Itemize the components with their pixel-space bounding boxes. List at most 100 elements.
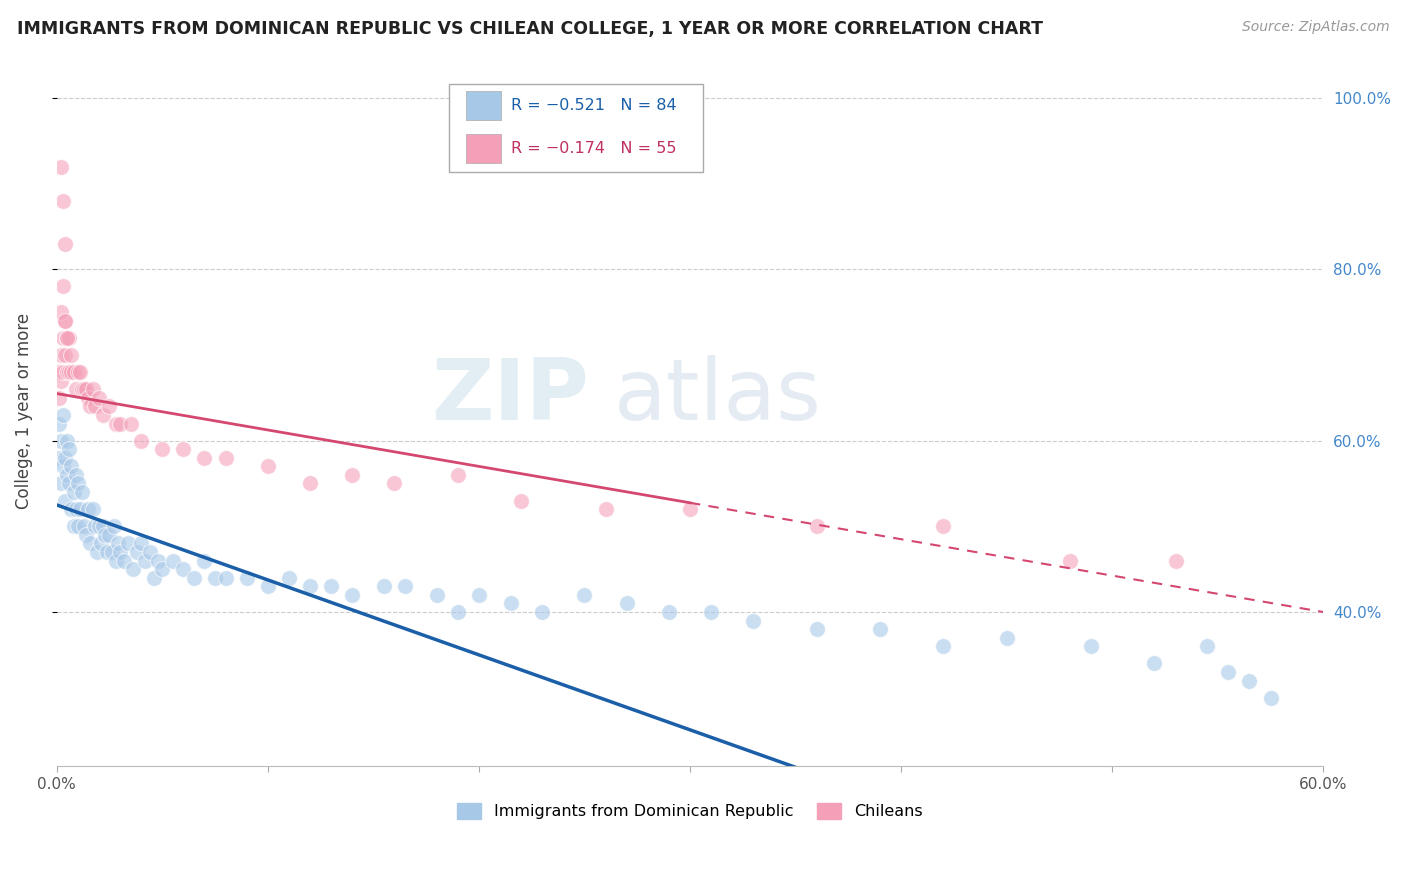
- Point: [256, 579, 278, 593]
- Point: [869, 622, 891, 636]
- Point: [77, 502, 100, 516]
- Point: [138, 545, 160, 559]
- Point: [49, 476, 72, 491]
- Point: [574, 588, 596, 602]
- Point: [75, 382, 97, 396]
- Point: [53, 493, 76, 508]
- Text: Source: ZipAtlas.com: Source: ZipAtlas.com: [1241, 20, 1389, 34]
- Point: [104, 553, 127, 567]
- Point: [96, 545, 118, 559]
- Point: [69, 365, 91, 379]
- Point: [56, 467, 79, 482]
- Point: [340, 588, 363, 602]
- Point: [53, 314, 76, 328]
- Point: [1080, 640, 1102, 654]
- Point: [52, 331, 75, 345]
- Point: [75, 528, 97, 542]
- Point: [384, 476, 406, 491]
- Point: [1197, 640, 1219, 654]
- Bar: [465, 134, 501, 163]
- Point: [52, 365, 75, 379]
- Point: [66, 476, 89, 491]
- Text: R = −0.174   N = 55: R = −0.174 N = 55: [512, 141, 676, 156]
- Point: [129, 536, 152, 550]
- Text: R = −0.521   N = 84: R = −0.521 N = 84: [512, 98, 676, 113]
- Point: [65, 382, 87, 396]
- Y-axis label: College, 1 year or more: College, 1 year or more: [15, 312, 32, 508]
- Point: [742, 614, 765, 628]
- Point: [120, 417, 142, 431]
- Point: [108, 545, 131, 559]
- Point: [616, 597, 638, 611]
- Point: [235, 571, 257, 585]
- Point: [48, 391, 70, 405]
- Text: IMMIGRANTS FROM DOMINICAN REPUBLIC VS CHILEAN COLLEGE, 1 YEAR OR MORE CORRELATIO: IMMIGRANTS FROM DOMINICAN REPUBLIC VS CH…: [17, 20, 1043, 37]
- Point: [73, 519, 96, 533]
- Point: [53, 348, 76, 362]
- Point: [49, 434, 72, 448]
- Point: [91, 519, 114, 533]
- Point: [58, 365, 80, 379]
- Point: [91, 408, 114, 422]
- Point: [94, 528, 117, 542]
- Point: [52, 194, 75, 208]
- Point: [56, 331, 79, 345]
- Point: [510, 493, 533, 508]
- Point: [932, 640, 955, 654]
- Point: [129, 434, 152, 448]
- Point: [98, 528, 121, 542]
- Point: [52, 408, 75, 422]
- Point: [806, 622, 828, 636]
- Point: [193, 553, 215, 567]
- Point: [73, 382, 96, 396]
- Legend: Immigrants from Dominican Republic, Chileans: Immigrants from Dominican Republic, Chil…: [451, 797, 929, 826]
- Point: [447, 605, 470, 619]
- Point: [52, 459, 75, 474]
- Point: [142, 571, 165, 585]
- Point: [60, 502, 83, 516]
- Point: [112, 553, 135, 567]
- Point: [700, 605, 723, 619]
- Point: [62, 485, 84, 500]
- Point: [298, 476, 321, 491]
- Point: [150, 562, 173, 576]
- Point: [298, 579, 321, 593]
- Point: [79, 400, 101, 414]
- Point: [146, 553, 169, 567]
- Point: [66, 519, 89, 533]
- FancyBboxPatch shape: [450, 84, 703, 172]
- Point: [204, 571, 226, 585]
- Point: [49, 305, 72, 319]
- Point: [1143, 657, 1166, 671]
- Point: [60, 459, 83, 474]
- Point: [531, 605, 554, 619]
- Point: [65, 467, 87, 482]
- Point: [62, 519, 84, 533]
- Point: [48, 450, 70, 465]
- Point: [56, 331, 79, 345]
- Point: [256, 459, 278, 474]
- Point: [48, 365, 70, 379]
- Point: [49, 160, 72, 174]
- Point: [60, 348, 83, 362]
- Point: [277, 571, 299, 585]
- Point: [117, 536, 139, 550]
- Point: [100, 545, 122, 559]
- Point: [426, 588, 449, 602]
- Point: [995, 631, 1018, 645]
- Point: [1059, 553, 1081, 567]
- Point: [1164, 553, 1187, 567]
- Point: [806, 519, 828, 533]
- Point: [53, 236, 76, 251]
- Point: [49, 374, 72, 388]
- Point: [595, 502, 617, 516]
- Point: [82, 502, 104, 516]
- Point: [447, 467, 470, 482]
- Point: [70, 485, 93, 500]
- Point: [162, 553, 184, 567]
- Point: [172, 442, 194, 457]
- Point: [121, 562, 143, 576]
- Point: [49, 348, 72, 362]
- Point: [214, 571, 236, 585]
- Point: [107, 536, 129, 550]
